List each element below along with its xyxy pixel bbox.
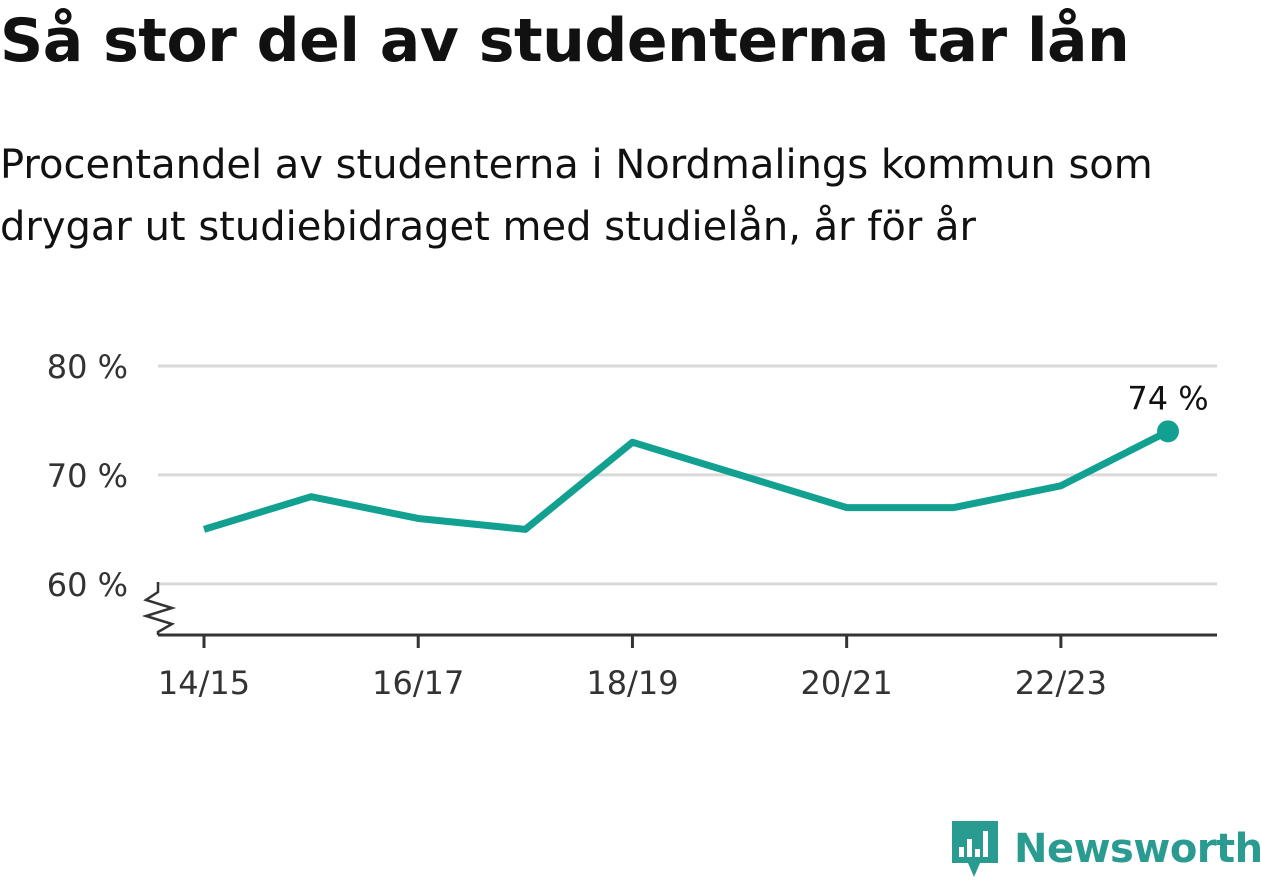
brand-name: Newsworthy bbox=[1014, 826, 1262, 872]
series-layer: 74 % bbox=[204, 379, 1209, 529]
y-axis-ticks: 60 % 70 % 80 % bbox=[47, 348, 172, 635]
y-tick-label: 80 % bbox=[47, 348, 128, 386]
x-tick-label: 14/15 bbox=[158, 664, 250, 702]
x-tick-label: 22/23 bbox=[1015, 664, 1107, 702]
y-tick-label: 70 % bbox=[47, 457, 128, 495]
end-point-marker bbox=[1157, 420, 1179, 442]
brand-logo: Newsworthy bbox=[950, 818, 1262, 880]
end-value-label: 74 % bbox=[1127, 379, 1208, 417]
axis-break-mark bbox=[146, 582, 172, 635]
newsworthy-logo-icon bbox=[950, 819, 1000, 879]
x-tick-label: 20/21 bbox=[801, 664, 893, 702]
x-tick-label: 16/17 bbox=[372, 664, 464, 702]
x-tick-label: 18/19 bbox=[586, 664, 678, 702]
y-tick-label: 60 % bbox=[47, 566, 128, 604]
x-axis: 14/15 16/17 18/19 20/21 22/23 bbox=[158, 635, 1217, 702]
series-line bbox=[204, 431, 1168, 529]
gridlines bbox=[158, 366, 1217, 584]
